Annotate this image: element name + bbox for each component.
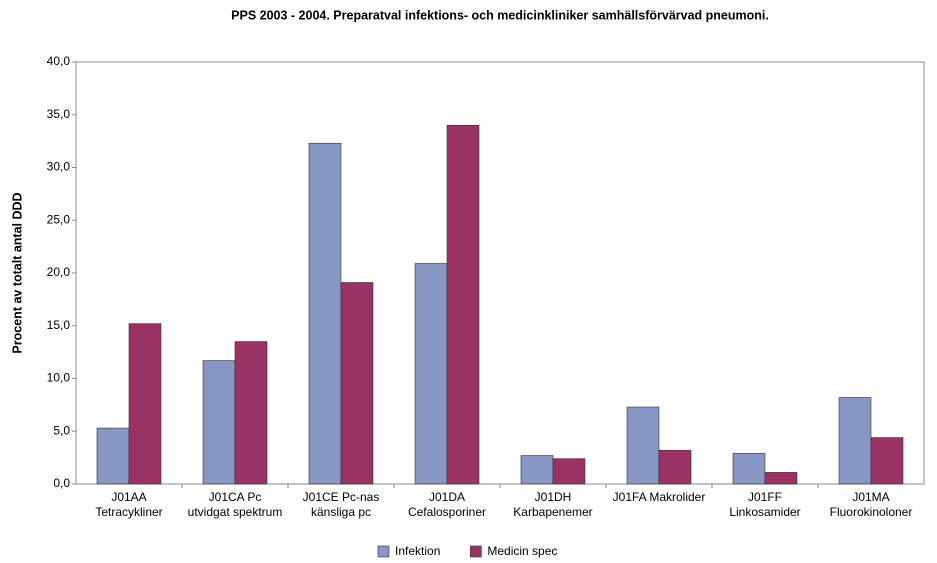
y-tick-label: 10,0: [47, 371, 71, 385]
x-tick-label: Karbapenemer: [513, 505, 592, 519]
legend-swatch: [377, 545, 390, 558]
bar: [446, 125, 480, 485]
chart-title: PPS 2003 - 2004. Preparatval infektions-…: [231, 8, 769, 22]
bar: [838, 397, 872, 485]
bar: [658, 449, 692, 485]
x-tick-label: J01CE Pc-nas: [303, 490, 380, 504]
y-tick-label: 25,0: [47, 212, 71, 226]
bar: [340, 282, 374, 485]
y-axis-label: Procent av totalt antal DDD: [10, 192, 24, 353]
x-tick-label: Tetracykliner: [95, 505, 162, 519]
bar: [552, 458, 586, 485]
legend-label: Infektion: [395, 544, 440, 558]
y-tick-label: 15,0: [47, 318, 71, 332]
x-tick-label: Fluorokinoloner: [830, 505, 913, 519]
y-tick-label: 20,0: [47, 265, 71, 279]
legend-label: Medicin spec: [487, 544, 557, 558]
x-tick-label: J01MA: [852, 490, 889, 504]
x-tick-label: J01FF: [748, 490, 782, 504]
x-tick-label: Cefalosporiner: [408, 505, 486, 519]
bar: [202, 360, 236, 485]
bar: [520, 455, 554, 485]
y-tick-label: 35,0: [47, 107, 71, 121]
x-tick-label: J01FA Makrolider: [613, 490, 706, 504]
bar: [234, 341, 268, 485]
x-tick-label: J01AA: [111, 490, 146, 504]
x-tick-label: J01DA: [429, 490, 465, 504]
bar: [308, 142, 342, 485]
y-tick-label: 40,0: [47, 54, 71, 68]
bar: [870, 437, 904, 485]
y-tick-label: 5,0: [53, 423, 70, 437]
y-tick-label: 0,0: [53, 476, 70, 490]
bar: [414, 263, 448, 485]
bar: [626, 406, 660, 485]
bar: [96, 427, 130, 485]
x-tick-label: Linkosamider: [729, 505, 800, 519]
x-tick-label: J01DH: [535, 490, 572, 504]
bar: [732, 453, 766, 485]
y-tick-label: 30,0: [47, 160, 71, 174]
x-tick-label: känsliga pc: [311, 505, 371, 519]
legend-swatch: [470, 545, 482, 558]
bar: [764, 472, 798, 485]
x-tick-label: J01CA Pc: [209, 490, 262, 504]
x-tick-label: utvidgat spektrum: [188, 505, 283, 519]
bar: [128, 323, 162, 485]
